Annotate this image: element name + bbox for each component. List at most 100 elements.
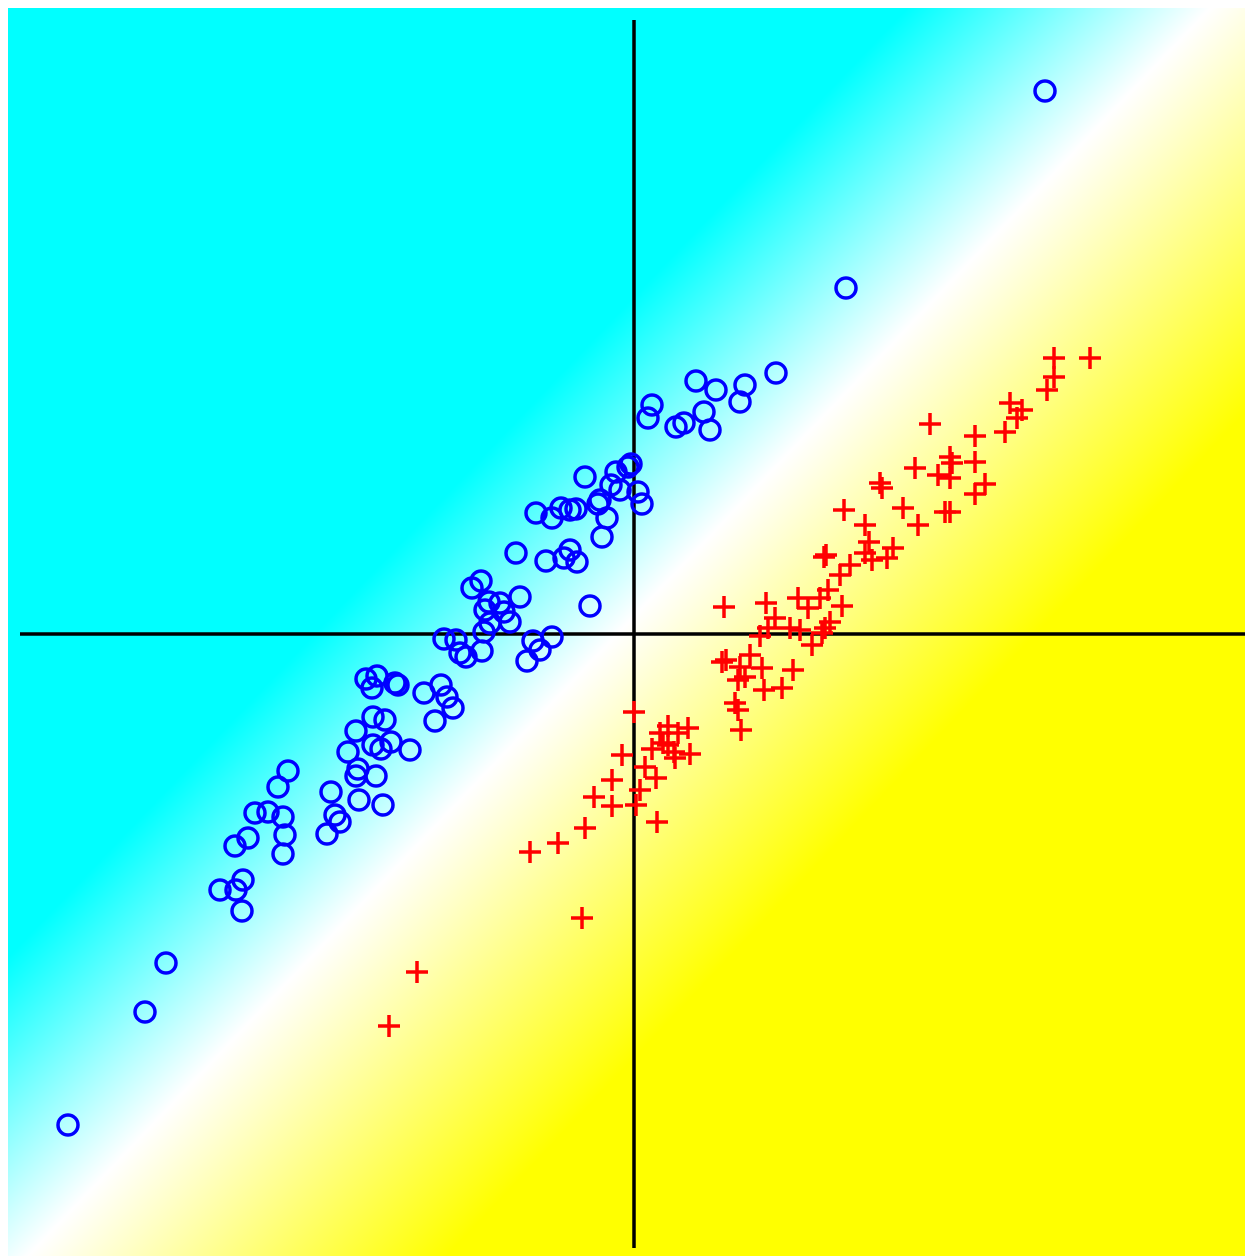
circle-point: [684, 369, 708, 393]
circle-point: [626, 480, 650, 504]
plus-point: [876, 547, 898, 569]
plus-point: [839, 554, 861, 576]
plus-point: [1036, 379, 1058, 401]
plus-point: [831, 595, 853, 617]
plus-point: [378, 1015, 400, 1037]
plus-point: [904, 457, 926, 479]
plus-point: [811, 622, 833, 644]
plus-point: [623, 701, 645, 723]
plus-point: [941, 452, 963, 474]
circle-point: [361, 705, 385, 729]
circle-point: [328, 810, 352, 834]
circle-point: [224, 878, 248, 902]
plus-point: [547, 832, 569, 854]
plus-point: [1079, 347, 1101, 369]
plus-point: [809, 587, 831, 609]
circle-point: [672, 411, 696, 435]
circle-point: [364, 764, 388, 788]
plus-point: [406, 961, 428, 983]
circle-point: [704, 378, 728, 402]
plus-point: [939, 467, 961, 489]
plus-point: [679, 743, 701, 765]
plus-point: [854, 514, 876, 536]
plus-point: [858, 531, 880, 553]
plus-point: [964, 483, 986, 505]
circle-point: [266, 775, 290, 799]
circle-point: [540, 506, 564, 530]
circle-point: [432, 627, 456, 651]
plus-point: [1043, 347, 1065, 369]
plus-point: [964, 451, 986, 473]
plus-point: [727, 699, 749, 721]
plus-point: [789, 619, 811, 641]
plus-point: [646, 811, 668, 833]
plus-point: [801, 634, 823, 656]
circle-point: [386, 673, 410, 697]
circle-point: [504, 541, 528, 565]
circle-point: [371, 793, 395, 817]
circle-point: [319, 780, 343, 804]
circle-point: [640, 393, 664, 417]
plus-point: [892, 497, 914, 519]
circle-point: [636, 406, 660, 430]
plus-point: [713, 596, 735, 618]
circle-point: [373, 708, 397, 732]
plus-point: [664, 747, 686, 769]
circle-point: [1033, 79, 1057, 103]
circle-point: [344, 719, 368, 743]
circle-point: [423, 709, 447, 733]
circle-point: [223, 834, 247, 858]
plus-point: [861, 549, 883, 571]
plus-point: [1006, 407, 1028, 429]
circle-point: [441, 696, 465, 720]
circle-point: [256, 800, 280, 824]
circle-point: [728, 390, 752, 414]
plus-point: [729, 656, 751, 678]
plus-point: [677, 717, 699, 739]
plus-point: [833, 499, 855, 521]
plus-point: [1043, 366, 1065, 388]
circle-point: [56, 1113, 80, 1137]
circle-point: [573, 465, 597, 489]
circle-point: [448, 641, 472, 665]
plus-point: [919, 413, 941, 435]
plus-point: [907, 514, 929, 536]
plus-point: [751, 657, 773, 679]
circle-point: [208, 878, 232, 902]
plus-point: [629, 779, 651, 801]
plus-point: [641, 738, 663, 760]
circle-point: [271, 842, 295, 866]
plus-point: [964, 425, 986, 447]
plus-point: [574, 817, 596, 839]
circle-point: [379, 730, 403, 754]
plus-point: [734, 666, 756, 688]
plus-point: [815, 544, 837, 566]
circle-point: [133, 1000, 157, 1024]
plus-point: [787, 587, 809, 609]
plus-point: [869, 472, 891, 494]
plus-point: [829, 564, 851, 586]
plus-point: [583, 786, 605, 808]
circle-point: [154, 951, 178, 975]
plus-point: [571, 907, 593, 929]
circle-point: [565, 550, 589, 574]
circle-point: [524, 501, 548, 525]
circle-point: [429, 673, 453, 697]
plus-point: [755, 592, 777, 614]
circle-point: [834, 276, 858, 300]
circle-point: [347, 788, 371, 812]
circle-point: [360, 676, 384, 700]
plus-point: [782, 659, 804, 681]
circle-point: [515, 649, 539, 673]
plus-point: [715, 649, 737, 671]
plus-point: [927, 464, 949, 486]
plus-point: [625, 794, 647, 816]
circle-point: [698, 418, 722, 442]
plus-point: [634, 756, 656, 778]
plus-point: [711, 651, 733, 673]
plus-point: [797, 597, 819, 619]
circle-point: [230, 899, 254, 923]
plus-point: [871, 477, 893, 499]
